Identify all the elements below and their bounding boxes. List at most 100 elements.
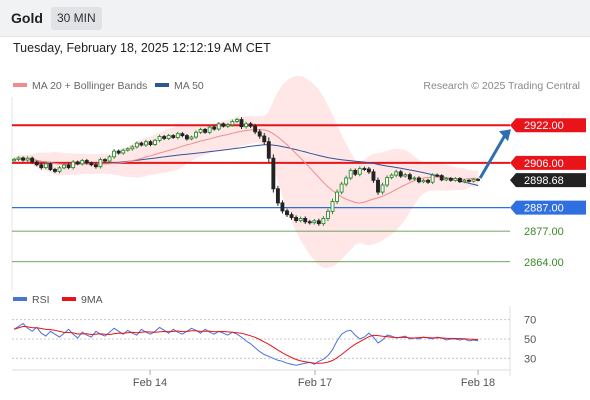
candle[interactable] — [198, 129, 203, 133]
candle[interactable] — [130, 146, 135, 150]
candle[interactable] — [16, 157, 21, 160]
candle[interactable] — [93, 164, 98, 168]
candle[interactable] — [262, 135, 267, 143]
candle[interactable] — [348, 169, 353, 179]
candle[interactable] — [275, 188, 280, 204]
candle[interactable] — [357, 168, 362, 175]
candle[interactable] — [171, 135, 176, 138]
candle[interactable] — [48, 163, 53, 170]
candle[interactable] — [103, 159, 107, 162]
candle[interactable] — [321, 217, 326, 225]
candle[interactable] — [230, 121, 235, 126]
candle[interactable] — [303, 217, 308, 223]
candle[interactable] — [244, 123, 249, 128]
candle[interactable] — [467, 179, 471, 182]
candle[interactable] — [125, 148, 130, 151]
candle[interactable] — [471, 178, 476, 182]
candle[interactable] — [257, 131, 262, 137]
candle[interactable] — [426, 179, 430, 183]
candle[interactable] — [403, 174, 408, 177]
candle[interactable] — [75, 161, 80, 165]
candle[interactable] — [307, 221, 312, 224]
candle[interactable] — [189, 136, 194, 140]
candle[interactable] — [385, 177, 390, 186]
candle[interactable] — [71, 161, 76, 169]
candle[interactable] — [453, 177, 458, 181]
candle[interactable] — [39, 164, 44, 169]
candle[interactable] — [330, 201, 335, 212]
candle[interactable] — [412, 177, 417, 180]
candle[interactable] — [207, 126, 212, 133]
candle[interactable] — [366, 168, 371, 173]
candle[interactable] — [157, 136, 162, 141]
candle[interactable] — [89, 162, 94, 166]
candle[interactable] — [289, 214, 294, 218]
candle[interactable] — [407, 174, 412, 180]
candle[interactable] — [394, 171, 399, 176]
candle[interactable] — [25, 157, 30, 161]
candle[interactable] — [225, 124, 230, 127]
candle[interactable] — [448, 177, 453, 181]
candle[interactable] — [298, 217, 303, 222]
candle[interactable] — [435, 174, 440, 177]
candle[interactable] — [339, 183, 344, 193]
candle[interactable] — [84, 160, 89, 164]
candle[interactable] — [43, 163, 48, 169]
candle[interactable] — [294, 217, 299, 222]
candle[interactable] — [112, 150, 117, 158]
candle[interactable] — [266, 141, 271, 159]
candle[interactable] — [12, 158, 16, 162]
candle[interactable] — [194, 131, 198, 138]
candle[interactable] — [444, 177, 449, 181]
candle[interactable] — [344, 177, 349, 185]
candle[interactable] — [380, 184, 385, 193]
candle[interactable] — [34, 161, 39, 166]
candle[interactable] — [139, 142, 144, 146]
candle[interactable] — [62, 164, 66, 169]
candle[interactable] — [134, 142, 139, 148]
candle[interactable] — [253, 125, 258, 133]
candle[interactable] — [153, 139, 158, 145]
candle[interactable] — [462, 179, 467, 183]
candle[interactable] — [184, 135, 189, 140]
candle[interactable] — [457, 177, 462, 183]
candle[interactable] — [316, 220, 321, 225]
candle[interactable] — [98, 159, 103, 168]
candle[interactable] — [271, 157, 276, 190]
candle[interactable] — [162, 136, 167, 139]
candle[interactable] — [285, 210, 289, 216]
candle[interactable] — [389, 174, 394, 178]
candle[interactable] — [53, 169, 57, 172]
candle[interactable] — [107, 156, 112, 162]
candle[interactable] — [417, 177, 421, 183]
candle[interactable] — [116, 150, 121, 154]
candle[interactable] — [280, 202, 285, 212]
candle[interactable] — [175, 133, 180, 138]
candle[interactable] — [376, 179, 380, 193]
candle[interactable] — [203, 129, 208, 133]
candle[interactable] — [80, 160, 85, 165]
candle[interactable] — [166, 135, 171, 139]
timeframe-button[interactable]: 30 MIN — [51, 7, 102, 30]
candle[interactable] — [239, 119, 244, 128]
candle[interactable] — [180, 133, 185, 137]
candle[interactable] — [57, 167, 62, 172]
candle[interactable] — [430, 174, 435, 183]
candle[interactable] — [353, 169, 358, 175]
candle[interactable] — [362, 168, 367, 171]
candle[interactable] — [371, 171, 376, 181]
candle[interactable] — [312, 220, 317, 224]
candle[interactable] — [234, 119, 239, 122]
candle[interactable] — [398, 171, 403, 177]
candle[interactable] — [30, 157, 35, 163]
candle[interactable] — [421, 179, 426, 183]
candle[interactable] — [326, 210, 330, 219]
candle[interactable] — [476, 178, 481, 181]
candle[interactable] — [21, 157, 26, 161]
candle[interactable] — [212, 126, 217, 130]
candle[interactable] — [335, 191, 339, 202]
candle[interactable] — [148, 141, 153, 145]
candle[interactable] — [248, 123, 253, 127]
candle[interactable] — [66, 164, 71, 169]
candle[interactable] — [216, 123, 221, 130]
